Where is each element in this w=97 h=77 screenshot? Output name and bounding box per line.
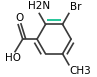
Text: O: O bbox=[15, 13, 23, 23]
Text: HO: HO bbox=[5, 53, 21, 63]
Text: Br: Br bbox=[70, 2, 82, 12]
Text: H2N: H2N bbox=[28, 1, 50, 11]
Text: CH3: CH3 bbox=[70, 66, 91, 76]
